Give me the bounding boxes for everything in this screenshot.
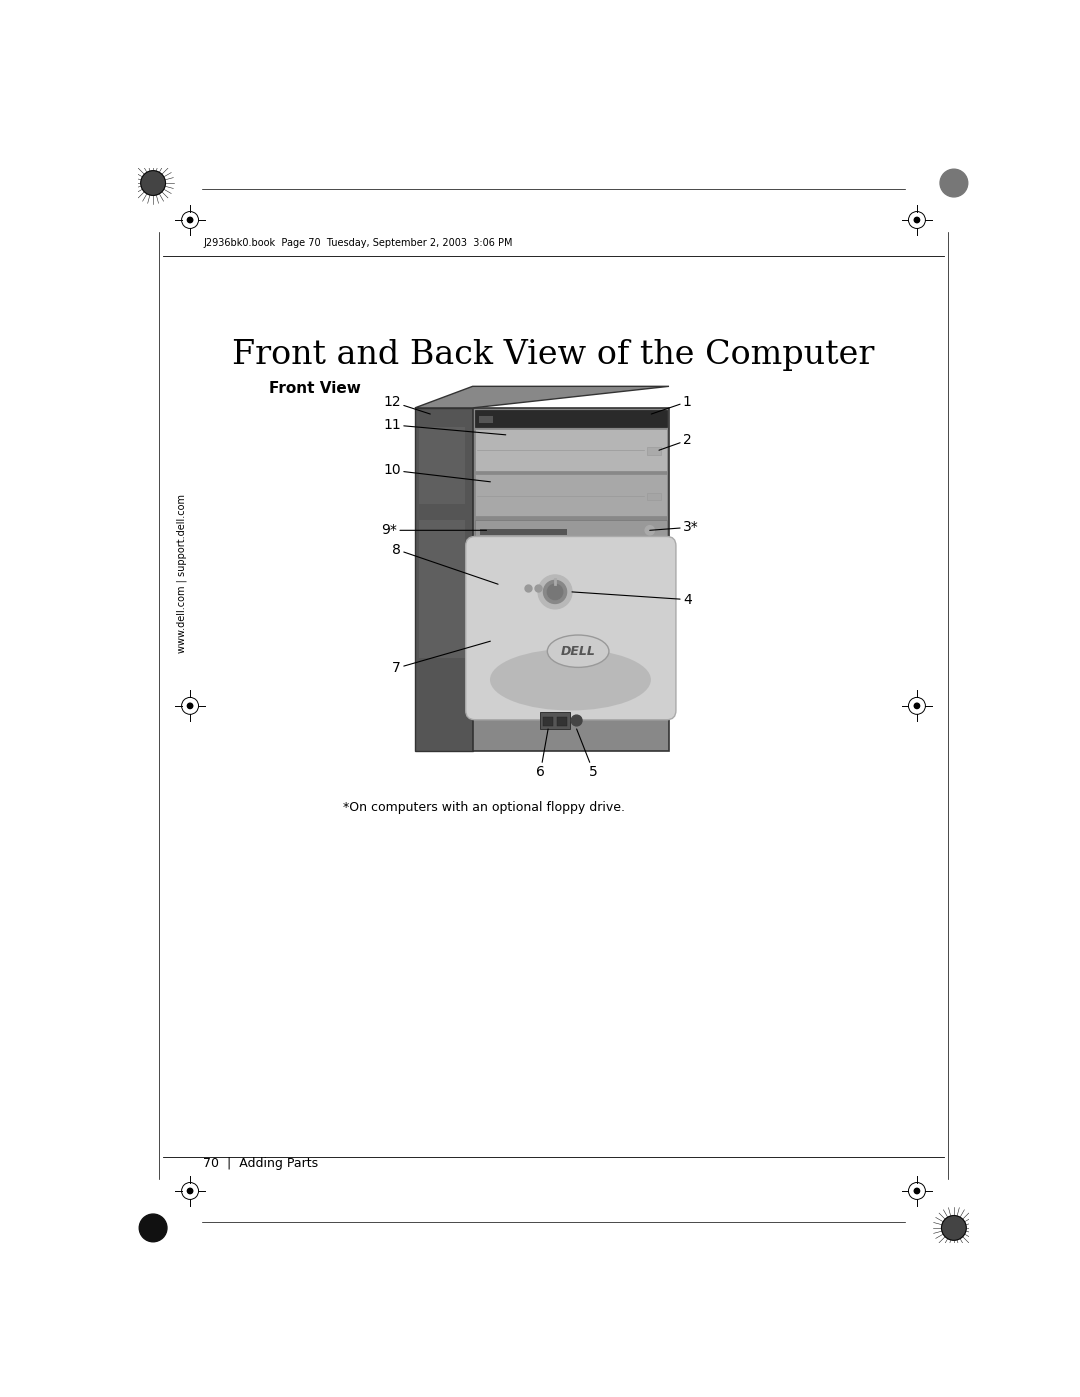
Polygon shape (473, 408, 669, 750)
Text: 8: 8 (392, 542, 498, 584)
Circle shape (645, 525, 654, 535)
Text: Front and Back View of the Computer: Front and Back View of the Computer (232, 338, 875, 370)
Text: 9*: 9* (381, 524, 486, 538)
Bar (647, 493, 661, 500)
Text: 10: 10 (383, 464, 490, 482)
Circle shape (187, 703, 192, 708)
Bar (475, 411, 666, 427)
Bar (480, 529, 567, 535)
Text: 1: 1 (651, 395, 691, 414)
Bar (540, 712, 570, 729)
Circle shape (139, 1214, 167, 1242)
Text: 5: 5 (577, 729, 598, 780)
Text: 2: 2 (659, 433, 691, 450)
Circle shape (940, 169, 968, 197)
Polygon shape (415, 387, 669, 408)
Bar (478, 416, 492, 422)
Text: 11: 11 (383, 418, 505, 434)
Text: DELL: DELL (561, 644, 595, 658)
Bar (647, 447, 661, 455)
Text: 70  |  Adding Parts: 70 | Adding Parts (203, 1157, 319, 1171)
Text: J2936bk0.book  Page 70  Tuesday, September 2, 2003  3:06 PM: J2936bk0.book Page 70 Tuesday, September… (203, 237, 513, 247)
Bar (475, 474, 666, 517)
Text: 7: 7 (392, 641, 490, 675)
Circle shape (915, 218, 920, 222)
Text: 12: 12 (383, 395, 430, 414)
Circle shape (571, 715, 582, 726)
Circle shape (915, 1189, 920, 1193)
Bar (419, 427, 465, 504)
Bar (557, 717, 567, 726)
Bar (475, 429, 666, 471)
Circle shape (942, 1215, 967, 1241)
Polygon shape (415, 408, 473, 750)
Text: 3*: 3* (650, 520, 699, 534)
Circle shape (538, 576, 572, 609)
Ellipse shape (548, 636, 609, 668)
Circle shape (187, 218, 192, 222)
Circle shape (548, 584, 563, 599)
Text: www.dell.com | support.dell.com: www.dell.com | support.dell.com (176, 495, 187, 652)
Bar (543, 717, 553, 726)
Circle shape (140, 170, 165, 196)
Bar (419, 520, 465, 658)
Circle shape (187, 1189, 192, 1193)
Text: 4: 4 (572, 592, 691, 606)
Ellipse shape (490, 648, 651, 711)
Text: *On computers with an optional floppy drive.: *On computers with an optional floppy dr… (343, 800, 625, 813)
Text: 6: 6 (536, 729, 549, 780)
Bar (475, 520, 666, 541)
FancyBboxPatch shape (465, 536, 676, 719)
Circle shape (915, 703, 920, 708)
Text: Front View: Front View (269, 381, 361, 395)
Circle shape (543, 580, 567, 604)
